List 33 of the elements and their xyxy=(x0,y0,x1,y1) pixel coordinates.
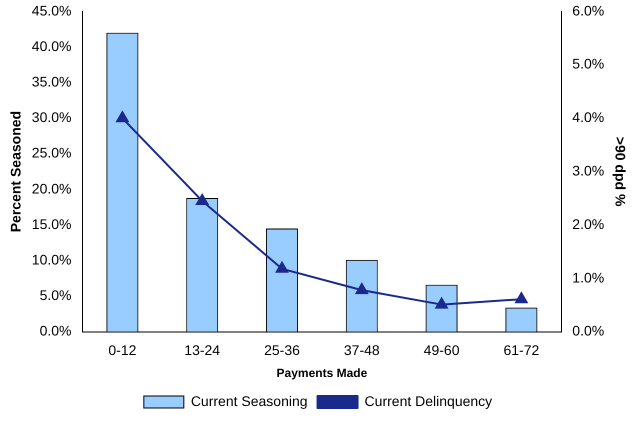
y2-tick-label: 4.0% xyxy=(572,109,604,126)
x-tick-label: 49-60 xyxy=(424,342,460,358)
y-tick-label: 30.0% xyxy=(32,109,72,126)
y2-tick-label: 0.0% xyxy=(572,322,604,339)
x-tick-label: 0-12 xyxy=(108,342,137,358)
y2-tick-label: 5.0% xyxy=(572,56,604,72)
point xyxy=(276,262,288,273)
y-tick-label: 45.0% xyxy=(32,2,72,18)
y-tick-label: 35.0% xyxy=(32,73,72,90)
legend-label: Current Delinquency xyxy=(364,392,492,409)
point xyxy=(356,283,368,294)
y-tick-label: 15.0% xyxy=(32,216,72,232)
y2-tick-label: 1.0% xyxy=(572,269,604,286)
x-tick-label: 37-48 xyxy=(344,342,380,358)
y-tick-label: 40.0% xyxy=(32,38,72,54)
y-tick-label: 0.0% xyxy=(40,322,72,339)
y-tick-label: 20.0% xyxy=(32,180,72,196)
point xyxy=(196,194,208,205)
y-axis-title: Percent Seasoned xyxy=(7,110,24,232)
y-tick-label: 25.0% xyxy=(32,144,72,161)
y-tick-label: 10.0% xyxy=(32,251,72,268)
y2-axis-title: >90 dpd % xyxy=(612,136,629,207)
x-tick-label: 13-24 xyxy=(184,342,220,358)
x-tick-label: 61-72 xyxy=(503,342,540,358)
legend-label: Current Seasoning xyxy=(190,392,308,409)
y2-tick-label: 6.0% xyxy=(572,2,604,18)
x-tick-label: 25-36 xyxy=(264,342,300,358)
y2-tick-label: 3.0% xyxy=(572,162,604,178)
x-axis-title: Payments Made xyxy=(276,366,368,380)
y-tick-label: 5.0% xyxy=(40,287,72,304)
y2-tick-label: 2.0% xyxy=(572,216,604,232)
point xyxy=(515,292,528,304)
point xyxy=(116,111,129,122)
